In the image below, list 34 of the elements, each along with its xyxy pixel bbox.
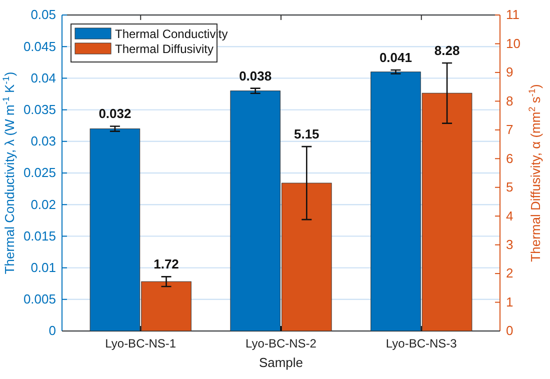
data-label: 1.72 [154,256,179,272]
y-tick-label: 0.005 [23,292,56,307]
y2-tick-label: 8 [506,93,514,108]
y-tick-label: 0 [48,323,56,338]
x-tick-label: Lyo-BC-NS-2 [246,336,317,351]
y-tick-label: 0.01 [30,260,56,275]
y-tick-label: 0.05 [30,7,56,22]
y2-tick-label: 2 [506,266,514,281]
data-label: 0.041 [379,50,412,65]
x-tick-label: Lyo-BC-NS-1 [105,336,176,351]
y2-tick-label: 3 [506,236,514,252]
y2-tick-label: 11 [506,7,520,22]
data-label: 0.038 [239,68,272,84]
legend-label: Thermal Diffusivity [115,42,214,56]
y2-tick-label: 9 [506,64,514,80]
data-label: 0.032 [98,106,132,122]
y2-tick-label: 5 [506,180,514,195]
y-tick-label: 0.035 [23,102,56,117]
y-tick-label: 0.025 [23,165,56,180]
y-tick-label: 0.03 [30,134,56,149]
y2-tick-label: 4 [506,208,514,224]
data-label: 5.15 [294,126,320,142]
x-axis-title: Sample [258,355,304,370]
y-tick-label: 0.015 [23,228,56,244]
y-tick-label: 0.02 [30,196,56,212]
y2-tick-label: 0 [506,323,514,338]
y2-tick-label: 6 [506,150,514,166]
y-tick-label: 0.045 [23,38,56,54]
y-tick-label: 0.04 [30,70,56,86]
y2-tick-label: 7 [506,122,514,138]
data-label: 8.28 [434,42,460,58]
y2-tick-label: 10 [506,36,520,51]
y2-tick-label: 1 [506,294,514,310]
x-tick-label: Lyo-BC-NS-3 [386,336,458,351]
